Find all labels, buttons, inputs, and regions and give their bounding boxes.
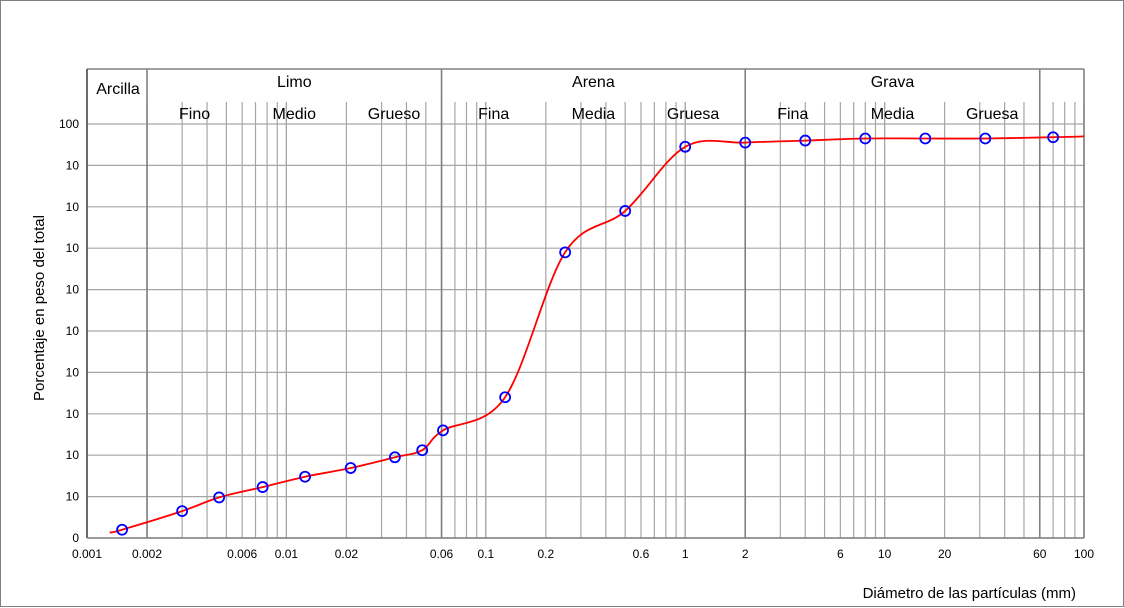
- subfraction-label: Medio: [273, 106, 317, 123]
- y-tick-label: 10: [66, 490, 80, 504]
- y-axis-title: Porcentaje en peso del total: [31, 215, 48, 401]
- x-tick-label: 0.02: [335, 547, 359, 561]
- fraction-label: Arena: [572, 74, 615, 91]
- subfraction-label: Fino: [179, 106, 210, 123]
- fraction-label: Limo: [277, 74, 312, 91]
- data-point: [176, 505, 189, 517]
- fraction-label: Grava: [871, 74, 915, 91]
- data-point: [619, 205, 632, 217]
- data-point: [979, 132, 992, 145]
- y-tick-label: 10: [66, 283, 80, 297]
- grading-curve: [109, 135, 1085, 534]
- y-tick-label: 0: [72, 531, 79, 545]
- x-tick-label: 100: [1074, 547, 1094, 561]
- x-tick-label: 0.6: [633, 547, 650, 561]
- data-point: [559, 246, 572, 259]
- x-tick-labels: 0.001 0.002 0.006 0.01 0.02 0.06 0.1 0.2 0.6 1 2 6 1…: [72, 547, 1094, 561]
- x-tick-label: 10: [878, 547, 892, 561]
- data-point: [799, 134, 812, 147]
- y-tick-label: 10: [66, 241, 80, 255]
- y-tick-labels: 0 10 10 10 10 10 10 10 10 10 100: [59, 117, 79, 545]
- subfraction-label: Media: [572, 106, 616, 123]
- data-point: [344, 462, 357, 474]
- subfraction-label: Fina: [777, 106, 808, 123]
- y-tick-label: 100: [59, 117, 79, 131]
- data-point: [388, 451, 401, 464]
- data-point: [919, 132, 932, 145]
- x-tick-label: 1: [682, 547, 689, 561]
- x-tick-label: 20: [938, 547, 952, 561]
- subfraction-label: Gruesa: [966, 106, 1019, 123]
- data-point: [437, 424, 449, 437]
- data-point: [256, 481, 269, 493]
- fraction-label: Arcilla: [96, 81, 140, 98]
- grid: [86, 102, 1085, 539]
- y-tick-label: 10: [66, 365, 80, 379]
- x-tick-label: 0.2: [537, 547, 554, 561]
- x-tick-label: 0.001: [72, 547, 102, 561]
- y-tick-label: 10: [66, 200, 80, 214]
- y-tick-label: 10: [66, 448, 80, 462]
- data-point: [679, 140, 692, 153]
- data-point: [739, 136, 752, 149]
- x-tick-label: 0.06: [430, 547, 454, 561]
- x-tick-label: 6: [837, 547, 844, 561]
- x-tick-label: 0.002: [132, 547, 162, 561]
- x-axis-title: Diámetro de las partículas (mm): [863, 585, 1076, 602]
- x-tick-label: 0.01: [275, 547, 299, 561]
- data-point: [1047, 131, 1060, 144]
- y-tick-label: 10: [66, 158, 80, 172]
- x-tick-label: 60: [1033, 547, 1047, 561]
- subfraction-label: Fina: [478, 106, 509, 123]
- x-tick-label: 2: [742, 547, 749, 561]
- y-tick-label: 10: [66, 324, 80, 338]
- curve-layer: [109, 135, 1085, 534]
- data-point: [213, 491, 226, 504]
- data-point: [116, 523, 129, 536]
- y-tick-label: 10: [66, 407, 80, 421]
- data-points: [116, 131, 1060, 536]
- fraction-bands: Arcilla Limo Fino Medio Grueso Arena Fina Media…: [86, 68, 1085, 539]
- data-point: [499, 391, 512, 404]
- x-tick-label: 0.1: [477, 547, 494, 561]
- data-point: [859, 132, 872, 145]
- x-tick-label: 0.006: [227, 547, 257, 561]
- subfraction-label: Gruesa: [667, 106, 720, 123]
- subfraction-label: Media: [871, 106, 915, 123]
- data-point: [299, 470, 311, 483]
- data-point: [416, 444, 429, 457]
- subfraction-label: Grueso: [368, 106, 421, 123]
